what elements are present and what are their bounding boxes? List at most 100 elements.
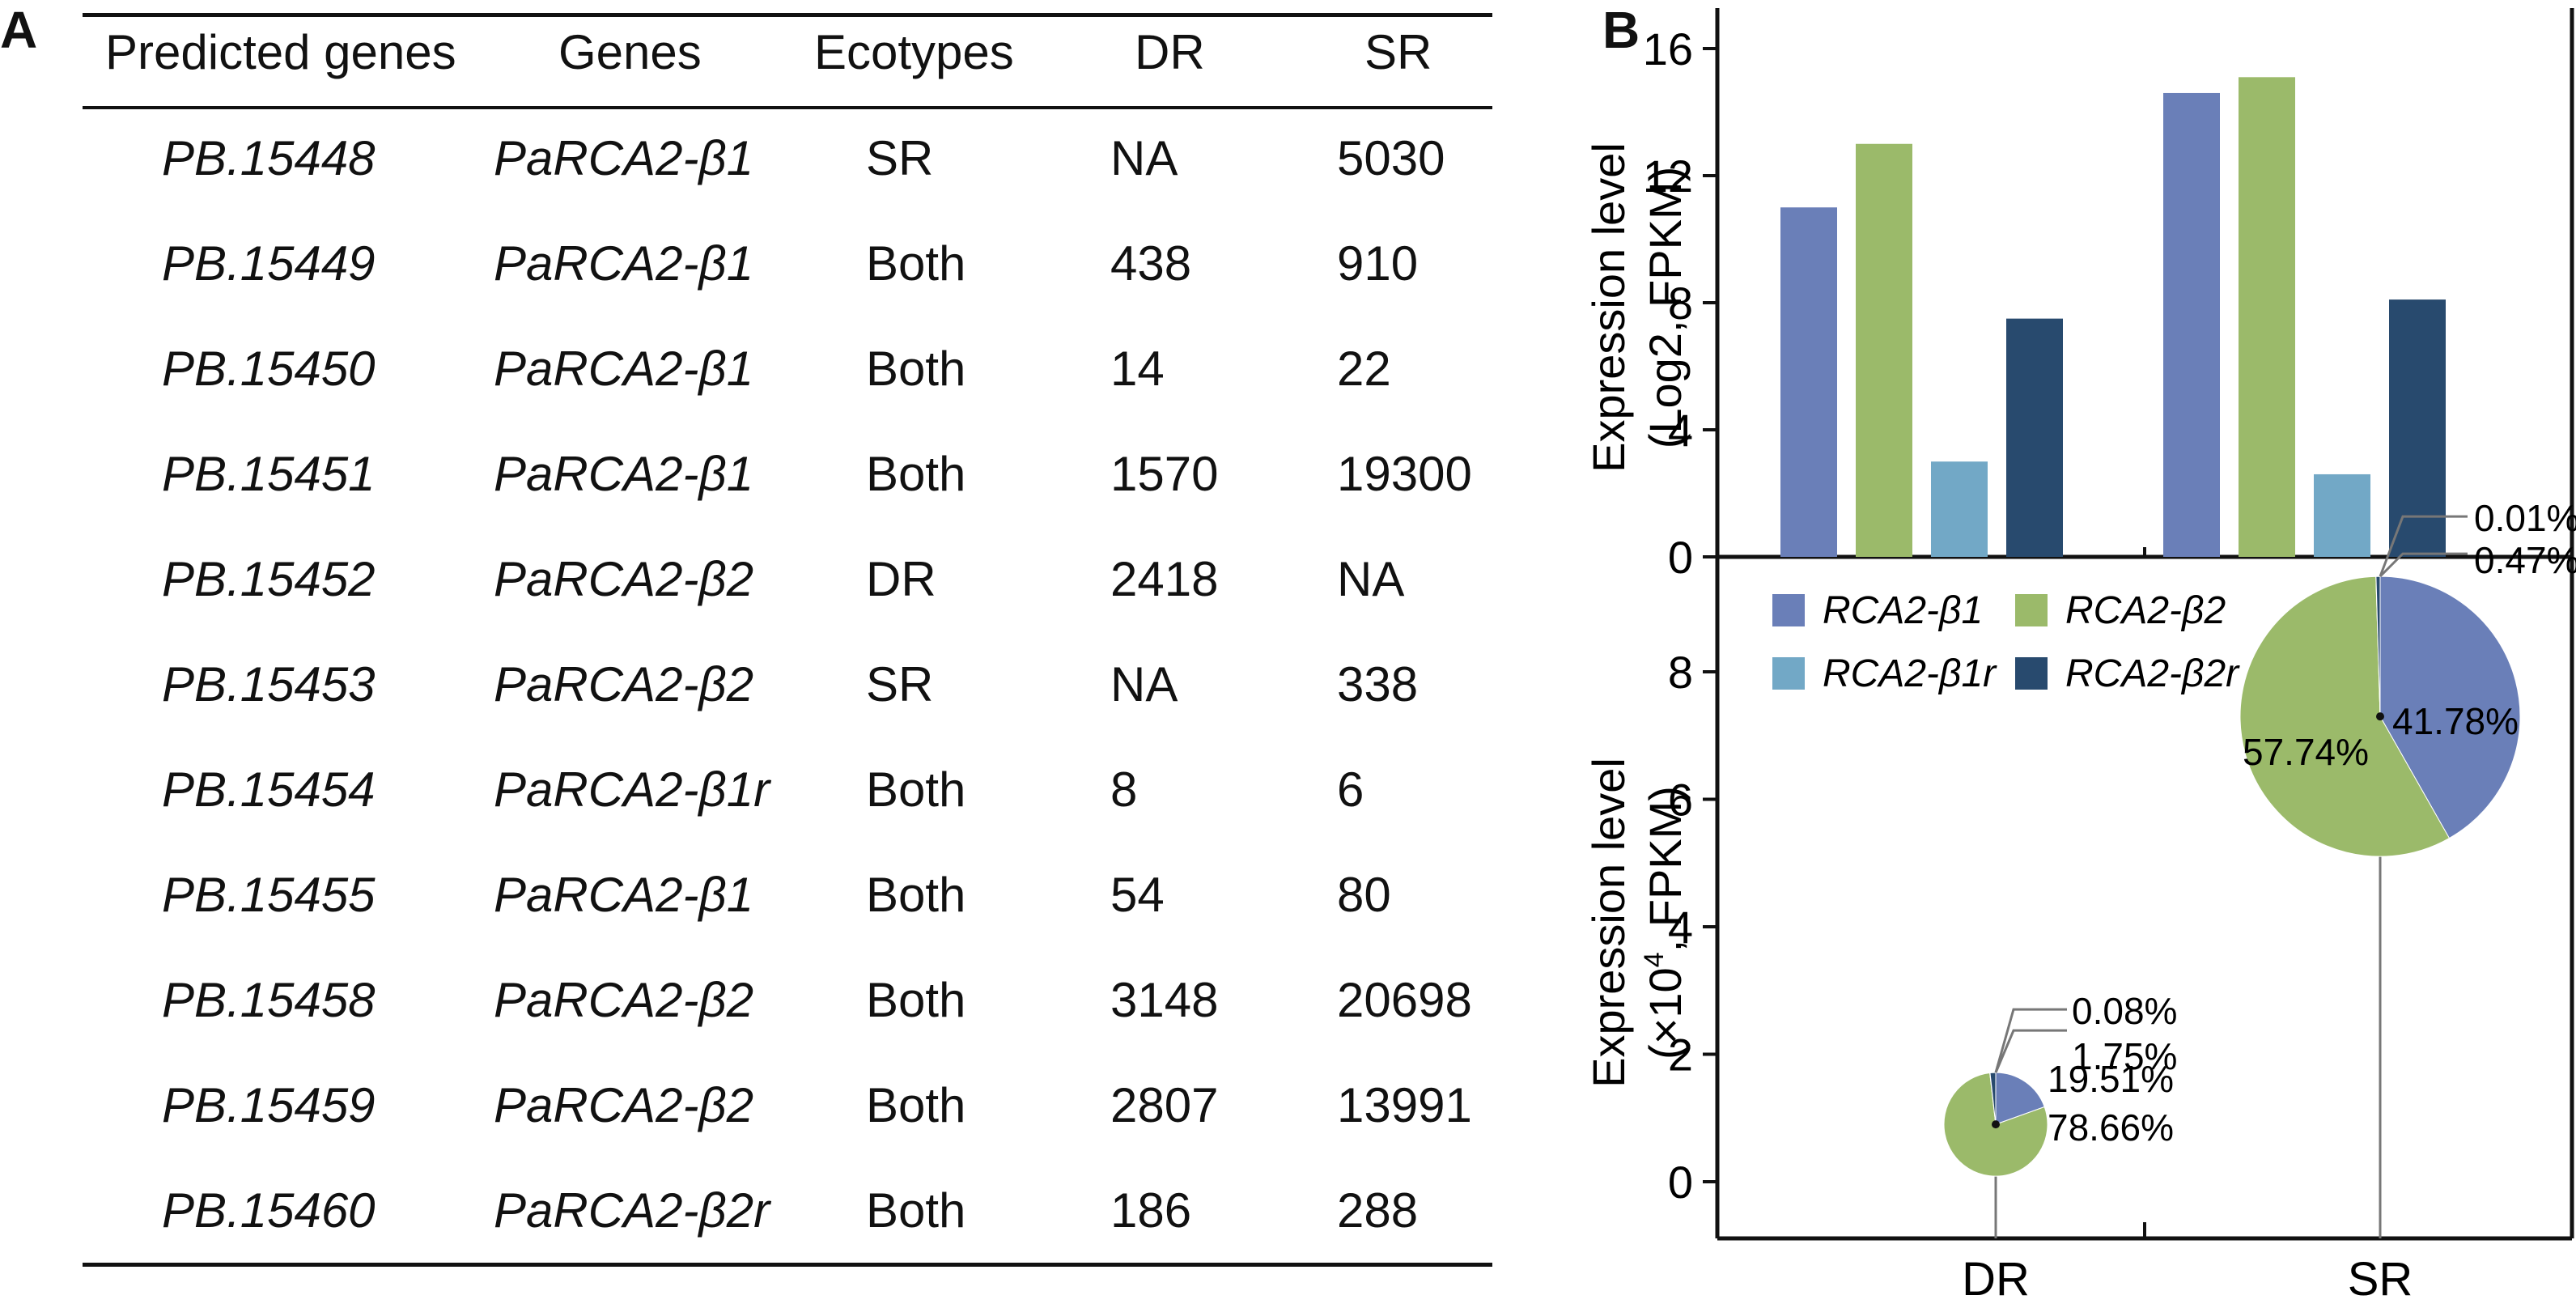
table-cell-gene: PaRCA2-β2r: [494, 1183, 770, 1238]
pie-y-tick-label: 0: [1668, 1157, 1693, 1208]
pie-slice-dr-rca2-β1: [1995, 1072, 2045, 1125]
bar-dr-rca2-β1r: [1931, 461, 1988, 557]
table-cell-dr-value: 14: [1110, 342, 1165, 396]
bar-sr-rca2-β2r: [2389, 299, 2446, 557]
table-cell-predicted-gene: PB.15449: [162, 236, 376, 291]
table-cell-gene: PaRCA2-β2: [494, 657, 754, 711]
table-cell-sr-value: 910: [1337, 236, 1419, 291]
leader-dr-β2r: [1994, 1029, 2067, 1073]
bar-dr-rca2-β2: [1856, 143, 1912, 557]
table-cell-gene: PaRCA2-β2: [494, 1078, 754, 1132]
pie-slice-sr-rca2-β2r: [2375, 575, 2381, 717]
pie-label-dr-β1: 19.51%: [2048, 1058, 2174, 1100]
table-cell-dr-value: 3148: [1110, 973, 1219, 1027]
pie-y-axis-title: Expression level: [1583, 758, 1634, 1088]
bar-dr-rca2-β2r: [2006, 318, 2063, 557]
pie-y-axis-unit-sup: 4: [1639, 952, 1670, 967]
table-cell-ecotype: Both: [866, 447, 966, 501]
pie-y-tick-label: 8: [1668, 647, 1693, 698]
table-cell-dr-value: NA: [1110, 657, 1178, 711]
table-cell-predicted-gene: PB.15454: [162, 762, 376, 817]
pie-label-dr-β2: 78.66%: [2048, 1106, 2174, 1149]
table-cell-dr-value: NA: [1110, 131, 1178, 185]
panel-b-charts: B Expression level (Log2, FPKM) Expressi…: [1538, 0, 2576, 1306]
pie-label-sr-β1r: 0.01%: [2474, 497, 2576, 539]
table-cell-gene: PaRCA2-β1r: [494, 762, 770, 817]
pie-y-tick-label: 4: [1668, 902, 1693, 953]
table-cell-ecotype: SR: [866, 131, 934, 185]
table-cell-predicted-gene: PB.15451: [162, 447, 376, 501]
x-category-label-dr: DR: [1962, 1253, 2030, 1304]
table-cell-dr-value: 2418: [1110, 552, 1219, 606]
pie-label-sr-β1: 41.78%: [2392, 700, 2519, 742]
table-cell-ecotype: Both: [866, 236, 966, 291]
table-cell-dr-value: 54: [1110, 868, 1165, 922]
pie-label-dr-β2r: 1.75%: [2072, 1035, 2177, 1077]
pie-label-dr-β1r: 0.08%: [2072, 990, 2177, 1032]
table-cell-dr-value: 2807: [1110, 1078, 1219, 1132]
table-cell-gene: PaRCA2-β1: [494, 342, 754, 396]
table-cell-sr-value: 80: [1337, 868, 1391, 922]
table-cell-gene: PaRCA2-β2: [494, 973, 754, 1027]
table-cell-dr-value: 186: [1110, 1183, 1192, 1238]
col-header-sr: SR: [1364, 25, 1432, 79]
table-cell-gene: PaRCA2-β1: [494, 236, 754, 291]
table-bottom-rule: [83, 1263, 1492, 1267]
bar-y-axis-title-unit: (Log2, FPKM): [1640, 167, 1691, 449]
table-cell-predicted-gene: PB.15458: [162, 973, 376, 1027]
bar-y-tick-label: 12: [1643, 151, 1693, 202]
table-cell-dr-value: 8: [1110, 762, 1138, 817]
table-cell-ecotype: Both: [866, 868, 966, 922]
panel-a-table: A Predicted genes Genes Ecotypes DR SR P…: [0, 1, 1492, 1267]
bar-sr-rca2-β1: [2163, 92, 2220, 557]
table-cell-ecotype: Both: [866, 762, 966, 817]
table-cell-sr-value: 288: [1337, 1183, 1419, 1238]
pie-slice-dr-rca2-β2r: [1989, 1072, 1997, 1125]
table-cell-gene: PaRCA2-β1: [494, 131, 754, 185]
table-cell-dr-value: 438: [1110, 236, 1192, 291]
bar-y-tick-label: 8: [1668, 278, 1693, 329]
legend-swatch-rca2-β2r: [2015, 657, 2048, 690]
legend-label-rca2-β1r: RCA2-β1r: [1823, 652, 1997, 695]
table-cell-predicted-gene: PB.15450: [162, 342, 376, 396]
table-cell-predicted-gene: PB.15452: [162, 552, 376, 606]
pie-center-dot-dr: [1992, 1120, 2000, 1129]
table-cell-sr-value: 5030: [1337, 131, 1445, 185]
table-cell-sr-value: 19300: [1337, 447, 1472, 501]
table-cell-gene: PaRCA2-β1: [494, 447, 754, 501]
table-cell-predicted-gene: PB.15460: [162, 1183, 376, 1238]
pie-y-tick-label: 2: [1668, 1030, 1693, 1081]
legend-label-rca2-β2: RCA2-β2: [2065, 589, 2226, 632]
expression-chart: Expression level (Log2, FPKM) Expression…: [1583, 8, 2576, 1306]
table-cell-gene: PaRCA2-β1: [494, 868, 754, 922]
table-cell-sr-value: 13991: [1337, 1078, 1472, 1132]
legend-label-rca2-β2r: RCA2-β2r: [2065, 652, 2240, 695]
col-header-dr: DR: [1135, 25, 1205, 79]
legend-label-rca2-β1: RCA2-β1: [1823, 589, 1983, 632]
table-cell-predicted-gene: PB.15448: [162, 131, 376, 185]
table-cell-dr-value: 1570: [1110, 447, 1219, 501]
table-cell-predicted-gene: PB.15453: [162, 657, 376, 711]
table-top-rule: [83, 13, 1492, 17]
bar-dr-rca2-β1: [1780, 207, 1837, 557]
pie-label-sr-β2r: 0.47%: [2474, 539, 2576, 581]
bar-sr-rca2-β1r: [2314, 474, 2370, 557]
leader-sr-β2r: [2379, 552, 2468, 578]
pie-y-axis-title-unit: (×104, FPKM): [1639, 786, 1691, 1060]
table-cell-sr-value: 6: [1337, 762, 1364, 817]
bar-y-tick-label: 16: [1643, 23, 1693, 74]
table-cell-ecotype: SR: [866, 657, 934, 711]
bar-y-tick-label: 4: [1668, 405, 1693, 456]
table-cell-sr-value: 22: [1337, 342, 1391, 396]
legend-swatch-rca2-β1r: [1772, 657, 1805, 690]
leader-sr-β1r: [2379, 515, 2468, 577]
bar-y-axis-title: Expression level: [1583, 142, 1634, 473]
legend-swatch-rca2-β2: [2015, 594, 2048, 626]
pie-y-tick-label: 6: [1668, 775, 1693, 826]
pie-label-sr-β2: 57.74%: [2243, 731, 2369, 773]
table-cell-ecotype: Both: [866, 1078, 966, 1132]
panel-label-b: B: [1602, 1, 1640, 59]
table-cell-ecotype: Both: [866, 342, 966, 396]
table-cell-gene: PaRCA2-β2: [494, 552, 754, 606]
col-header-ecotypes: Ecotypes: [814, 25, 1014, 79]
